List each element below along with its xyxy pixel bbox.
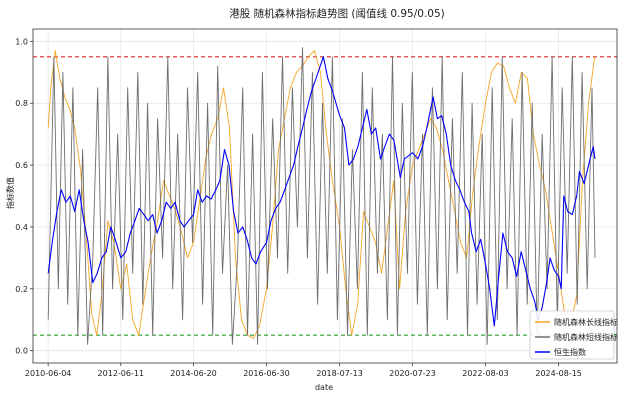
x-tick-label: 2016-06-30 [243,369,290,378]
y-tick-label: 1.0 [15,37,28,46]
y-tick-label: 0.4 [15,223,28,232]
y-tick-label: 0.2 [15,285,28,294]
plot-frame [32,28,618,364]
y-tick-label: 0.6 [15,161,28,170]
y-tick-label: 0.8 [15,99,28,108]
x-tick-label: 2018-07-13 [316,369,363,378]
legend-label: 随机森林短线指标 [554,332,618,342]
x-tick-label: 2010-06-04 [25,369,72,378]
x-tick-label: 2020-07-23 [389,369,436,378]
axes-layer: 0.0 0.2 0.4 0.6 0.8 1.0 2010-06-04 2012-06-11 20… [15,28,618,378]
y-axis-label: 指标数值 [5,177,15,209]
legend-label: 恒生指数 [554,347,586,357]
legend-box [529,310,615,360]
legend-label: 随机森林长线指标 [554,317,618,327]
x-tick-label: 2012-06-11 [98,369,145,378]
x-tick-label: 2022-08-03 [462,369,509,378]
series-line [47,50,596,339]
series-layer [47,47,596,345]
x-axis-label: date [315,383,333,392]
series-line [47,56,596,327]
y-tick-label: 0.0 [15,347,28,356]
threshold-layer [33,56,617,336]
series-line [47,47,596,345]
x-tick-label: 2014-06-20 [170,369,217,378]
x-tick-label: 2024-08-15 [535,369,582,378]
chart-title: 港股 随机森林指标趋势图 (阈值线 0.95/0.05) [229,7,445,20]
